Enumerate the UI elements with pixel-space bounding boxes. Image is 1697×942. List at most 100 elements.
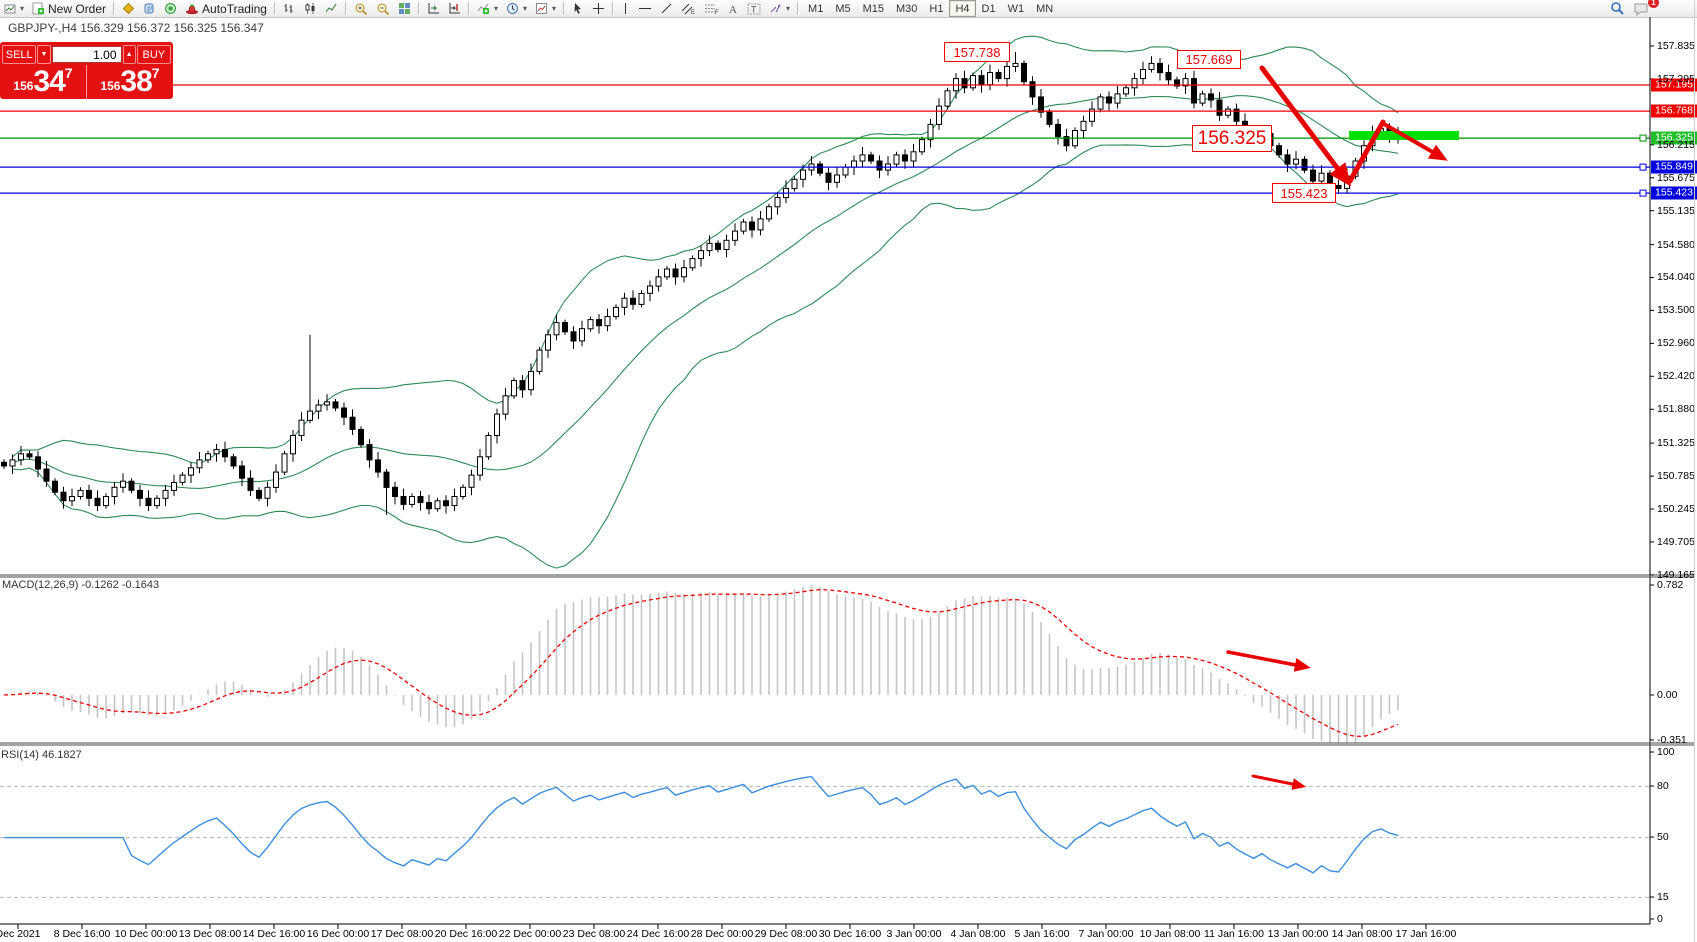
crosshair-icon	[593, 3, 605, 14]
zoom-out-icon	[377, 3, 390, 15]
text-tool-button[interactable]: A	[723, 1, 743, 17]
templates-icon	[536, 3, 547, 14]
time-tick: 30 Dec 16:00	[818, 928, 882, 940]
svg-text:E: E	[691, 10, 695, 15]
price-tick: 157.295	[1657, 72, 1695, 85]
expert-advisors-button[interactable]	[118, 1, 139, 17]
cursor-button[interactable]	[568, 1, 588, 17]
chat-button[interactable]: 1	[1629, 0, 1659, 17]
text-label-tool-button[interactable]: T	[743, 1, 765, 17]
timeframe-m1[interactable]: M1	[808, 2, 824, 15]
toolbar-separator	[612, 2, 615, 15]
rsi-axis-tick: 80	[1657, 780, 1669, 792]
volume-decrease-button[interactable]: ▼	[37, 45, 51, 64]
timeframe-h4[interactable]: H4	[949, 0, 976, 17]
price-tick: 149.165	[1657, 568, 1695, 581]
crosshair-button[interactable]	[588, 1, 609, 17]
price-line-label: 155.423	[1651, 186, 1697, 200]
trend-arrow[interactable]	[1226, 650, 1311, 672]
signals-button[interactable]	[160, 1, 181, 17]
horizontal-line-tool-button[interactable]	[634, 1, 656, 17]
timeframe-m5[interactable]: M5	[835, 2, 851, 15]
search-icon	[1611, 2, 1624, 15]
bar-chart-view-button[interactable]	[279, 1, 300, 17]
price-annotation-label[interactable]: 156.325	[1192, 125, 1272, 152]
price-line-label: 157.195	[1651, 78, 1697, 92]
macd-axis-tick: -0.351	[1657, 734, 1687, 746]
cursor-icon	[574, 3, 582, 14]
price-tick: 155.135	[1657, 204, 1695, 217]
price-annotation-label[interactable]: 157.669	[1177, 50, 1241, 69]
zoom-out-button[interactable]	[372, 1, 394, 17]
new-order-button[interactable]: New Order	[28, 1, 110, 17]
auto-scroll-button[interactable]	[423, 1, 444, 17]
timeframe-h1[interactable]: H1	[929, 2, 944, 15]
timeframe-w1[interactable]: W1	[1007, 2, 1025, 15]
price-tick: 154.040	[1657, 271, 1695, 284]
chart-shift-button[interactable]	[444, 1, 465, 17]
price-annotation-label[interactable]: 157.738	[944, 42, 1010, 62]
indicators-icon	[477, 3, 489, 14]
time-tick: 10 Jan 08:00	[1139, 928, 1201, 940]
window-edge	[1694, 0, 1695, 942]
buy-price[interactable]: 156 38 7	[100, 65, 160, 98]
macd-layer	[3, 585, 1399, 743]
svg-text:T: T	[751, 5, 757, 15]
new-chart-button[interactable]: ▾	[0, 1, 28, 17]
price-tick: 150.785	[1657, 470, 1695, 483]
time-tick: 20 Dec 16:00	[434, 928, 498, 940]
fibonacci-tool-button[interactable]: F	[700, 1, 723, 17]
candlestick-view-button[interactable]	[300, 1, 321, 17]
toolbar-separator	[797, 2, 800, 15]
periods-button[interactable]: ▾	[502, 1, 531, 17]
timeframe-d1[interactable]: D1	[981, 2, 996, 15]
toolbar-separator	[344, 2, 347, 15]
trend-arrow[interactable]	[1259, 65, 1352, 187]
scripts-button[interactable]	[139, 1, 160, 17]
price-tick: 152.420	[1657, 370, 1695, 383]
trendline-icon	[661, 3, 672, 14]
rsi-axis-tick: 15	[1657, 891, 1669, 903]
indicators-button[interactable]: ▾	[473, 1, 502, 17]
rsi-axis-tick: 0	[1657, 913, 1663, 925]
time-tick: 14 Jan 08:00	[1331, 928, 1393, 940]
timeframe-m30[interactable]: M30	[896, 2, 918, 15]
trend-arrow[interactable]	[1382, 122, 1448, 161]
fibonacci-icon: F	[705, 4, 719, 15]
tile-windows-button[interactable]	[394, 1, 415, 17]
timeframe-mn[interactable]: MN	[1036, 2, 1054, 15]
annotation-drawings[interactable]	[1226, 65, 1459, 790]
vertical-line-tool-button[interactable]	[617, 1, 634, 17]
timeframe-m15[interactable]: M15	[862, 2, 884, 15]
trendline-tool-button[interactable]	[656, 1, 677, 17]
time-tick: 16 Dec 00:00	[306, 928, 370, 940]
price-tick: 157.835	[1657, 40, 1695, 52]
chevron-down-icon: ▾	[522, 4, 527, 13]
volume-input[interactable]	[51, 46, 122, 63]
autotrading-button[interactable]: AutoTrading	[181, 1, 271, 17]
signals-icon	[165, 3, 177, 14]
horizontal-lines-layer[interactable]	[0, 84, 1650, 197]
trend-arrow[interactable]	[1347, 119, 1386, 184]
templates-button[interactable]: ▾	[531, 1, 560, 17]
time-tick: 5 Jan 16:00	[1014, 928, 1070, 940]
trend-arrow[interactable]	[1251, 774, 1307, 790]
time-tick: 22 Dec 00:00	[498, 928, 562, 940]
equidistant-channel-tool-button[interactable]: E	[677, 1, 700, 17]
volume-increase-button[interactable]: ▲	[122, 45, 136, 64]
arrows-tool-button[interactable]: ▾	[765, 1, 794, 17]
chevron-down-icon: ▾	[493, 4, 498, 13]
line-chart-view-button[interactable]	[321, 1, 342, 17]
sell-button[interactable]: SELL	[2, 45, 37, 64]
time-tick: Dec 2021	[0, 928, 41, 940]
search-button[interactable]	[1606, 1, 1629, 17]
buy-button[interactable]: BUY	[136, 45, 171, 64]
zoom-in-button[interactable]	[350, 1, 372, 17]
macd-label: MACD(12,26,9) -0.1262 -0.1643	[2, 579, 160, 591]
price-annotation-label[interactable]: 155.423	[1272, 183, 1336, 203]
sell-price[interactable]: 156 34 7	[0, 65, 87, 99]
arrow-objects-icon	[770, 4, 781, 13]
autotrading-icon	[186, 4, 199, 15]
